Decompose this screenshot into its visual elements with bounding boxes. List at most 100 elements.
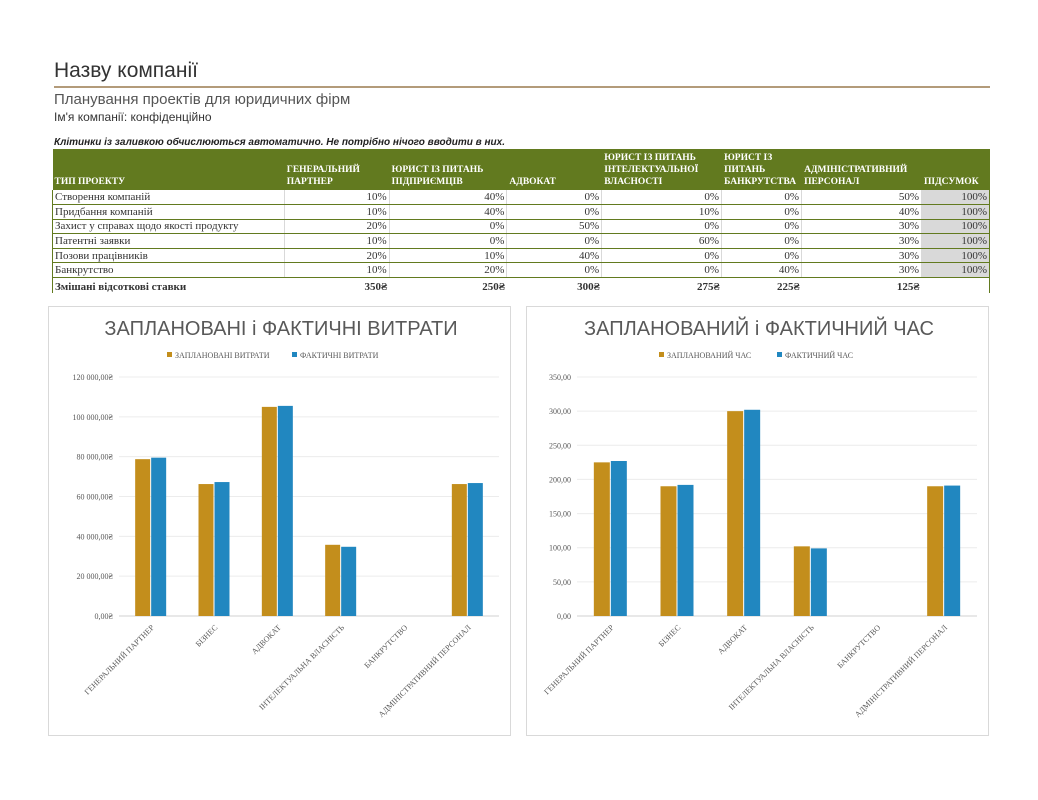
bar[interactable] — [214, 482, 230, 616]
project-type-cell[interactable]: Патентні заявки — [52, 233, 285, 249]
total-cell: 100% — [921, 204, 990, 220]
bar[interactable] — [610, 460, 627, 616]
rate-cell[interactable]: 0% — [721, 204, 803, 220]
x-category-label: ГЕНЕРАЛЬНИЙ ПАРТНЕР — [83, 623, 157, 697]
bar[interactable] — [135, 459, 151, 616]
bar[interactable] — [341, 546, 357, 616]
rate-cell[interactable]: 0% — [601, 190, 723, 206]
y-tick-label: 40 000,00₴ — [77, 532, 114, 541]
rate-cell[interactable]: 10% — [284, 262, 390, 279]
rate-cell[interactable]: 50% — [506, 219, 603, 235]
rate-cell[interactable]: 40% — [389, 204, 508, 220]
bar[interactable] — [467, 483, 483, 616]
table-body: Створення компаній 10% 40% 0% 0% 0% 50% 100% При… — [52, 190, 990, 294]
rate-cell[interactable]: 30% — [801, 219, 923, 235]
mixed-rate-value — [921, 277, 990, 294]
rate-cell[interactable]: 0% — [721, 248, 803, 264]
column-header: ЮРИСТ ІЗ ПИТАНЬ БАНКРУТСТВА — [721, 149, 803, 190]
mixed-rates-row: Змішані відсоткові ставки 350₴ 250₴ 300₴ 275… — [52, 277, 990, 294]
rate-cell[interactable]: 0% — [389, 219, 508, 235]
column-header: ГЕНЕРАЛЬНИЙ ПАРТНЕР — [284, 149, 390, 190]
time-chart[interactable]: ЗАПЛАНОВАНИЙ і ФАКТИЧНИЙ ЧАС ЗАПЛАНОВАНИЙ… — [526, 306, 989, 736]
rate-cell[interactable]: 10% — [389, 248, 508, 264]
company-name[interactable]: Ім'я компанії: конфіденційно — [54, 110, 212, 124]
table-row: Банкрутство 10% 20% 0% 0% 40% 30% 100% — [52, 262, 990, 279]
y-tick-label: 100,00 — [549, 544, 571, 553]
rate-cell[interactable]: 50% — [801, 190, 923, 206]
rate-cell[interactable]: 30% — [801, 262, 923, 279]
rate-cell[interactable]: 0% — [721, 233, 803, 249]
project-type-cell[interactable]: Позови працівників — [52, 248, 285, 264]
column-header: ЮРИСТ ІЗ ПИТАНЬ ІНТЕЛЕКТУАЛЬНОЇ ВЛАСНОСТ… — [601, 149, 723, 190]
rate-cell[interactable]: 40% — [801, 204, 923, 220]
rate-cell[interactable]: 10% — [284, 190, 390, 206]
bar[interactable] — [927, 486, 944, 616]
table-row: Позови працівників 20% 10% 40% 0% 0% 30% 100% — [52, 248, 990, 264]
y-tick-label: 200,00 — [549, 475, 571, 484]
report-subtitle[interactable]: Планування проектів для юридичних фірм — [54, 91, 351, 108]
rate-cell[interactable]: 40% — [721, 262, 803, 279]
legend-label: ФАКТИЧНИЙ ЧАС — [785, 351, 853, 360]
bar[interactable] — [727, 411, 744, 616]
rate-cell[interactable]: 10% — [601, 204, 723, 220]
rate-cell[interactable]: 10% — [284, 204, 390, 220]
mixed-rates-label: Змішані відсоткові ставки — [52, 277, 285, 294]
total-cell: 100% — [921, 262, 990, 279]
rate-cell[interactable]: 0% — [506, 204, 603, 220]
mixed-rate-value: 225₴ — [776, 281, 800, 294]
bar[interactable] — [744, 409, 761, 616]
rate-cell[interactable]: 0% — [601, 262, 723, 279]
bar[interactable] — [277, 405, 293, 616]
y-tick-label: 350,00 — [549, 373, 571, 382]
project-type-cell[interactable]: Придбання компаній — [52, 204, 285, 220]
rate-cell[interactable]: 0% — [506, 262, 603, 279]
bar[interactable] — [677, 484, 694, 616]
bar[interactable] — [810, 548, 827, 616]
legend-swatch — [777, 352, 782, 357]
rate-cell[interactable]: 20% — [284, 248, 390, 264]
bar[interactable] — [325, 544, 341, 616]
y-tick-label: 0,00 — [557, 612, 571, 621]
table-row: Захист у справах щодо якості продукту 20%… — [52, 219, 990, 235]
rate-cell[interactable]: 0% — [506, 233, 603, 249]
rate-cell[interactable]: 0% — [601, 248, 723, 264]
x-category-label: БІЗНЕС — [657, 623, 683, 649]
rate-cell[interactable]: 60% — [601, 233, 723, 249]
total-cell: 100% — [921, 233, 990, 249]
chart-legend: ЗАПЛАНОВАНИЙ ЧАС ФАКТИЧНИЙ ЧАС — [659, 351, 853, 360]
cost-chart[interactable]: ЗАПЛАНОВАНІ і ФАКТИЧНІ ВИТРАТИ ЗАПЛАНОВАН… — [48, 306, 511, 736]
bar[interactable] — [593, 462, 610, 616]
bar[interactable] — [151, 457, 167, 616]
project-type-cell[interactable]: Створення компаній — [52, 190, 285, 206]
y-tick-label: 60 000,00₴ — [77, 493, 114, 502]
bar[interactable] — [793, 546, 810, 616]
company-title[interactable]: Назву компанії — [54, 59, 198, 82]
rate-cell[interactable]: 40% — [389, 190, 508, 206]
bar[interactable] — [660, 486, 677, 616]
table-header-row: ТИП ПРОЕКТУ ГЕНЕРАЛЬНИЙ ПАРТНЕР ЮРИСТ ІЗ П… — [52, 149, 990, 190]
bar[interactable] — [451, 484, 467, 616]
rate-cell[interactable]: 0% — [721, 190, 803, 206]
legend-label: ФАКТИЧНІ ВИТРАТИ — [300, 351, 379, 360]
project-type-cell[interactable]: Захист у справах щодо якості продукту — [52, 219, 285, 235]
rate-cell[interactable]: 0% — [506, 190, 603, 206]
table-row: Придбання компаній 10% 40% 0% 10% 0% 40% 100% — [52, 204, 990, 220]
rate-cell[interactable]: 30% — [801, 248, 923, 264]
rate-cell[interactable]: 0% — [721, 219, 803, 235]
x-category-label: БАНКРУТСТВО — [362, 623, 409, 670]
bar[interactable] — [944, 485, 961, 616]
rate-cell[interactable]: 20% — [389, 262, 508, 279]
bar[interactable] — [261, 406, 277, 616]
bar[interactable] — [198, 484, 214, 616]
rate-cell[interactable]: 0% — [601, 219, 723, 235]
rate-cell[interactable]: 10% — [284, 233, 390, 249]
y-tick-label: 20 000,00₴ — [77, 572, 114, 581]
rate-cell[interactable]: 0% — [389, 233, 508, 249]
project-type-cell[interactable]: Банкрутство — [52, 262, 285, 279]
mixed-rate-value: 350₴ — [364, 281, 388, 294]
rate-cell[interactable]: 20% — [284, 219, 390, 235]
legend-label: ЗАПЛАНОВАНІ ВИТРАТИ — [175, 351, 270, 360]
rate-cell[interactable]: 40% — [506, 248, 603, 264]
rate-cell[interactable]: 30% — [801, 233, 923, 249]
legend-swatch — [167, 352, 172, 357]
